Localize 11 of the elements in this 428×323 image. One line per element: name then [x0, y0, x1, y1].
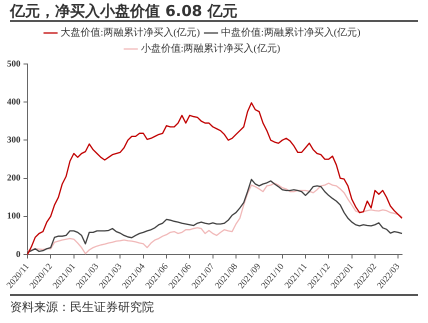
y-tick-label: 500 — [7, 58, 21, 68]
legend-label: 小盘价值:两融累计净买入(亿元) — [140, 42, 280, 55]
y-tick-label: 0 — [16, 248, 21, 259]
y-tick-label: 400 — [7, 96, 21, 106]
text: 资料来源：民生证券研究院 — [10, 294, 418, 316]
y-tick-label: 200 — [7, 172, 21, 183]
y-tick-label: 100 — [7, 210, 21, 221]
chart-title: 亿元，净买入小盘价值 6.08 亿元 — [10, 0, 418, 22]
legend-label: 大盘价值:两融累计净买入(亿元) — [60, 26, 200, 39]
y-tick-label: 300 — [7, 134, 21, 145]
legend-label: 中盘价值:两融累计净买入(亿元) — [221, 26, 360, 39]
